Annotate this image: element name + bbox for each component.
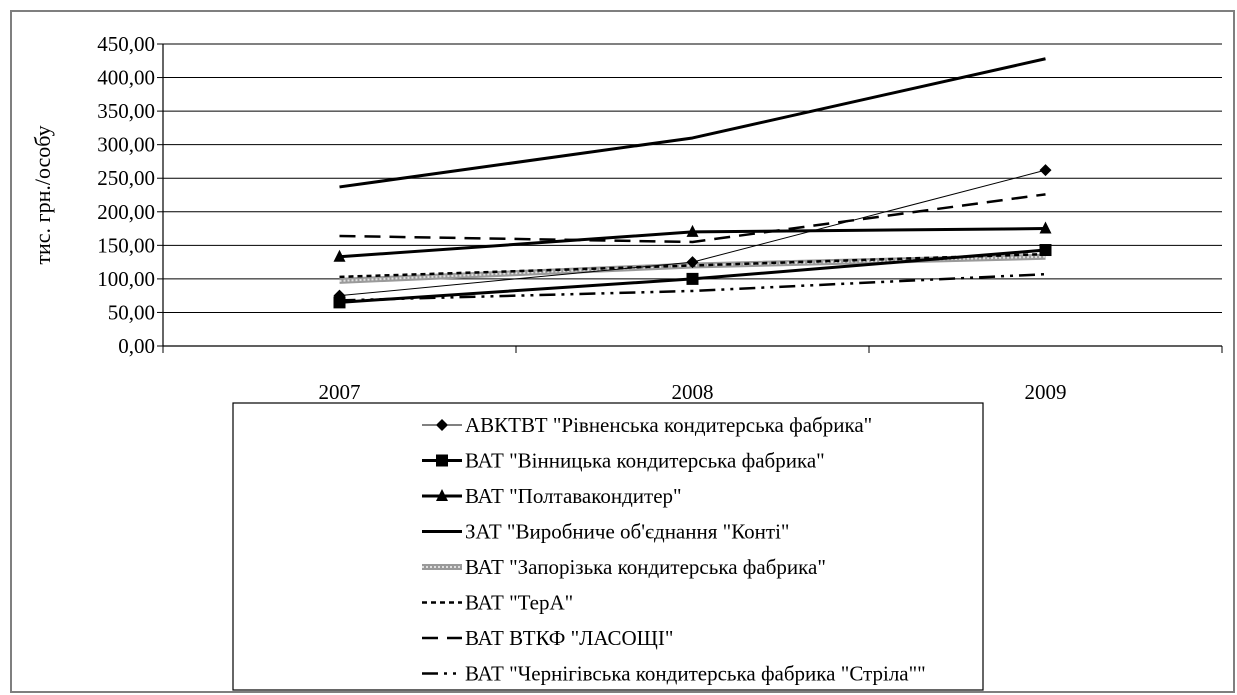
series-line <box>339 193 1046 244</box>
square-marker <box>686 272 699 285</box>
triangle-marker <box>333 249 346 262</box>
series-4 <box>339 57 1046 189</box>
y-tick-label: 50,00 <box>108 300 155 324</box>
series-line <box>339 272 1046 302</box>
triangle-marker <box>1039 221 1052 234</box>
legend-label: ВАТ "Чернігівська кондитерська фабрика "… <box>465 662 926 686</box>
y-tick-label: 150,00 <box>97 233 155 257</box>
legend-item: ВАТ ВТКФ "ЛАСОЩІ" <box>422 626 673 650</box>
legend-label: ВАТ ВТКФ "ЛАСОЩІ" <box>465 626 673 650</box>
legend-item: ВАТ "Полтавакондитер" <box>422 484 682 508</box>
y-tick-labels: 0,00 50,00 100,00 150,00 200,00 250,00 300,00 3… <box>97 32 155 358</box>
legend: АВКТВТ "Рівненська кондитерська фабрика"… <box>232 402 984 691</box>
y-tick-label: 100,00 <box>97 267 155 291</box>
x-tick-label: 2007 <box>319 380 361 404</box>
gridlines <box>157 43 1222 347</box>
legend-label: ВАТ "Запорізька кондитерська фабрика" <box>465 555 826 579</box>
legend-item: ВАТ "Вінницька кондитерська фабрика" <box>422 449 825 473</box>
series-6 <box>339 252 1046 279</box>
y-tick-label: 250,00 <box>97 166 155 190</box>
y-tick-label: 450,00 <box>97 32 155 56</box>
x-tick-label: 2009 <box>1025 380 1067 404</box>
legend-item: АВКТВТ "Рівненська кондитерська фабрика" <box>422 413 872 437</box>
series-3 <box>333 221 1052 262</box>
square-marker <box>333 296 346 309</box>
legend-item: ЗАТ "Виробниче об'єднання "Конті" <box>422 520 790 544</box>
legend-item: ВАТ "Запорізька кондитерська фабрика" <box>422 555 826 579</box>
series-lines <box>333 57 1052 309</box>
y-tick-label: 300,00 <box>97 133 155 157</box>
y-tick-label: 350,00 <box>97 99 155 123</box>
legend-item: ВАТ "Чернігівська кондитерська фабрика "… <box>422 662 926 686</box>
legend-box <box>232 402 984 691</box>
legend-label: АВКТВТ "Рівненська кондитерська фабрика" <box>465 413 872 437</box>
y-tick-label: 400,00 <box>97 66 155 90</box>
legend-label: ВАТ "Полтавакондитер" <box>465 484 682 508</box>
x-tick-label: 2008 <box>672 380 714 404</box>
legend-label: ВАТ "ТерА" <box>465 591 573 615</box>
legend-label: ВАТ "Вінницька кондитерська фабрика" <box>465 449 825 473</box>
legend-label: ЗАТ "Виробниче об'єднання "Конті" <box>465 520 790 544</box>
diamond-marker <box>686 256 699 269</box>
diamond-marker <box>436 419 448 431</box>
x-tick-labels: 2007 2008 2009 <box>319 380 1067 404</box>
legend-item: ВАТ "ТерА" <box>422 591 573 615</box>
series-line <box>339 252 1046 279</box>
triangle-marker <box>686 224 699 237</box>
y-tick-label: 200,00 <box>97 200 155 224</box>
diamond-marker <box>1039 164 1052 177</box>
square-marker <box>436 454 448 467</box>
y-axis-label: тис. грн./особу <box>30 125 55 264</box>
series-line <box>339 57 1046 189</box>
series-8 <box>339 272 1046 302</box>
series-2 <box>333 244 1052 309</box>
y-tick-label: 0,00 <box>118 334 155 358</box>
series-7 <box>339 193 1046 244</box>
axes <box>162 44 1223 353</box>
triangle-marker <box>436 489 448 501</box>
chart-frame <box>10 10 1235 693</box>
